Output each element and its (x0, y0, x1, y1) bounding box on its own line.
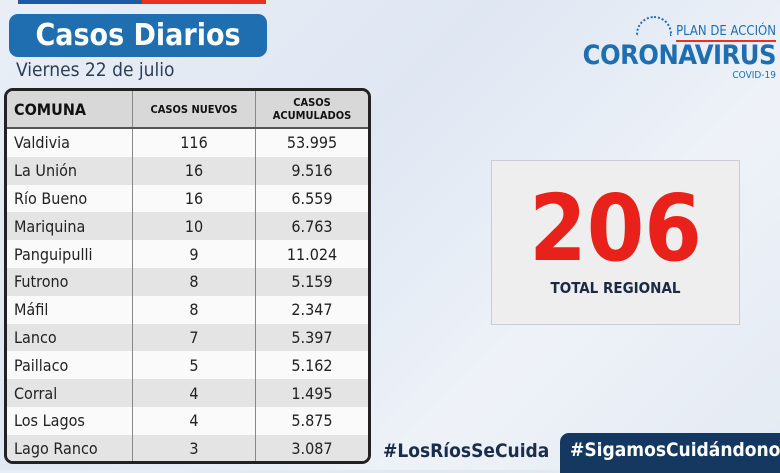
table-row: Paillaco 5 5.162 (7, 351, 368, 380)
cumulative-cases-cell: 5.162 (291, 355, 333, 375)
hashtag-losrios: #LosRíosSeCuida (383, 440, 550, 462)
comuna-cell: Valdivia (7, 129, 133, 157)
table-row: Los Lagos 4 5.875 (7, 406, 368, 435)
total-label: TOTAL REGIONAL (550, 279, 681, 297)
new-cases-cell: 16 (133, 156, 256, 185)
column-header: CASOS NUEVOS (133, 91, 256, 127)
table-row: Panguipulli 9 11.024 (7, 240, 368, 268)
table-row: Corral 4 1.495 (7, 379, 368, 407)
cumulative-cases-cell: 2.347 (291, 300, 333, 320)
table-row: Lanco 7 5.397 (7, 323, 368, 352)
cumulative-cases-cell: 9.516 (291, 161, 333, 181)
comuna-cell: Lanco (7, 323, 133, 352)
cumulative-cases-cell: 53.995 (286, 133, 338, 153)
cumulative-cases-cell: 5.875 (291, 411, 333, 431)
table-row: Lago Ranco 3 3.087 (7, 434, 368, 461)
date-label: Viernes 22 de julio (16, 59, 175, 81)
comuna-cell: Paillaco (7, 351, 133, 380)
new-cases-cell: 4 (133, 406, 256, 435)
table-row: Futrono 8 5.159 (7, 267, 368, 296)
comuna-cell: La Unión (7, 156, 133, 185)
column-header: CASOS ACUMULADOS (272, 96, 352, 122)
new-cases-cell: 7 (133, 323, 256, 352)
flag-stripe (18, 0, 266, 4)
total-regional-box: 206 TOTAL REGIONAL (491, 160, 740, 325)
column-header: COMUNA (7, 91, 133, 127)
comuna-cell: Mariquina (7, 212, 133, 241)
new-cases-cell: 116 (133, 129, 256, 157)
cases-table: COMUNA CASOS NUEVOS CASOS ACUMULADOS Val… (4, 88, 371, 464)
cumulative-cases-cell: 6.763 (291, 216, 333, 236)
new-cases-cell: 16 (133, 184, 256, 213)
comuna-cell: Río Bueno (7, 184, 133, 213)
table-row: Máfil 8 2.347 (7, 295, 368, 324)
new-cases-cell: 4 (133, 379, 256, 407)
comuna-cell: Lago Ranco (7, 434, 133, 461)
cumulative-cases-cell: 5.159 (291, 272, 333, 292)
new-cases-cell: 10 (133, 212, 256, 241)
new-cases-cell: 8 (133, 295, 256, 324)
coronavirus-logo: PLAN DE ACCIÓN CORONAVIRUS COVID-19 (583, 16, 777, 81)
cumulative-cases-cell: 5.397 (291, 327, 333, 347)
comuna-cell: Panguipulli (7, 240, 133, 268)
cumulative-cases-cell: 6.559 (291, 188, 333, 208)
page-title: Casos Diarios (9, 14, 267, 57)
table-row: Río Bueno 16 6.559 (7, 184, 368, 213)
cumulative-cases-cell: 11.024 (286, 244, 338, 264)
table-row: Mariquina 10 6.763 (7, 212, 368, 241)
comuna-cell: Los Lagos (7, 406, 133, 435)
cumulative-cases-cell: 1.495 (291, 383, 333, 403)
new-cases-cell: 8 (133, 267, 256, 296)
new-cases-cell: 3 (133, 434, 256, 461)
comuna-cell: Corral (7, 379, 133, 407)
hashtag-sigamos: #SigamosCuidándonos (560, 433, 780, 473)
comuna-cell: Futrono (7, 267, 133, 296)
cumulative-cases-cell: 3.087 (291, 439, 333, 459)
table-row: Valdivia 116 53.995 (7, 129, 368, 157)
table-header: COMUNA CASOS NUEVOS CASOS ACUMULADOS (7, 91, 368, 129)
table-row: La Unión 16 9.516 (7, 156, 368, 185)
total-value: 206 (529, 175, 702, 282)
comuna-cell: Máfil (7, 295, 133, 324)
virus-icon (636, 16, 673, 36)
new-cases-cell: 5 (133, 351, 256, 380)
new-cases-cell: 9 (133, 240, 256, 268)
